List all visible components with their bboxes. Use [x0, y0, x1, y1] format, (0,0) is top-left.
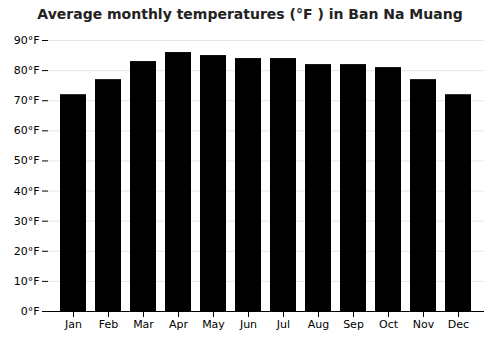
svg-text:Jul: Jul	[276, 318, 290, 331]
svg-text:70°F: 70°F	[14, 94, 40, 107]
svg-text:50°F: 50°F	[14, 154, 40, 167]
svg-text:90°F: 90°F	[14, 34, 40, 47]
svg-text:Nov: Nov	[413, 318, 435, 331]
svg-text:80°F: 80°F	[14, 64, 40, 77]
svg-text:May: May	[202, 318, 225, 331]
svg-text:Sep: Sep	[343, 318, 364, 331]
svg-text:60°F: 60°F	[14, 124, 40, 137]
svg-text:10°F: 10°F	[14, 275, 40, 288]
svg-text:Oct: Oct	[379, 318, 399, 331]
svg-text:Jan: Jan	[64, 318, 82, 331]
svg-text:Feb: Feb	[99, 318, 118, 331]
svg-text:Aug: Aug	[308, 318, 329, 331]
svg-text:30°F: 30°F	[14, 215, 40, 228]
svg-text:Dec: Dec	[448, 318, 469, 331]
svg-text:Mar: Mar	[133, 318, 154, 331]
svg-text:20°F: 20°F	[14, 245, 40, 258]
svg-text:Apr: Apr	[169, 318, 189, 331]
svg-text:Jun: Jun	[239, 318, 257, 331]
svg-text:40°F: 40°F	[14, 185, 40, 198]
svg-text:0°F: 0°F	[21, 305, 40, 318]
html-text:Average monthly temperatures (: Average monthly temperatures (°F ) in Ba…	[37, 6, 463, 22]
